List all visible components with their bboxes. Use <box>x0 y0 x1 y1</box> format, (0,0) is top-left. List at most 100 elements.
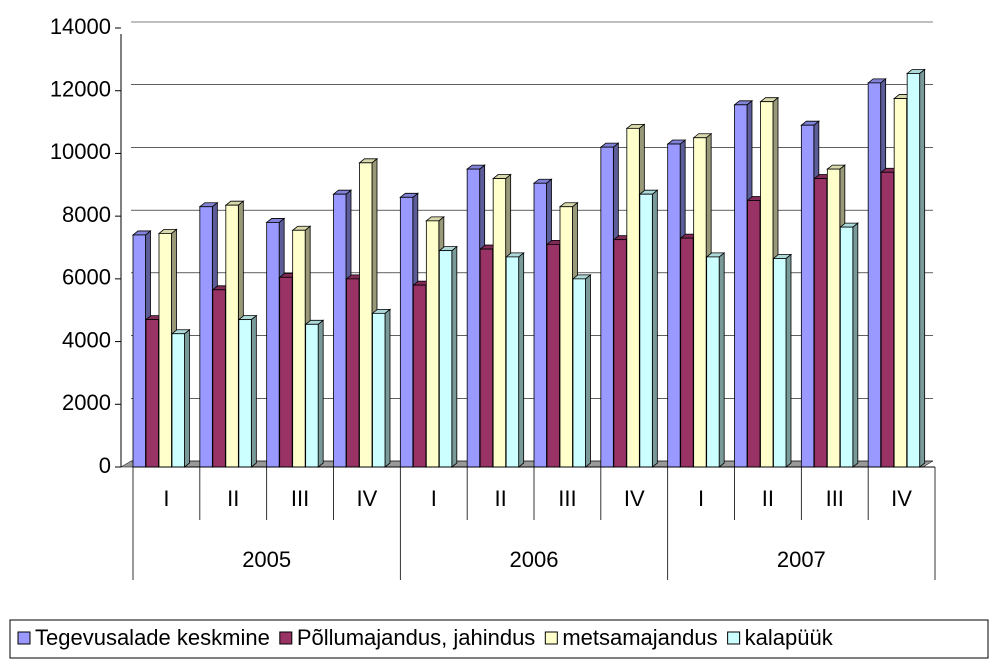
bar-face <box>651 189 658 468</box>
bar-face <box>505 256 520 468</box>
bar <box>170 328 191 468</box>
bar-face <box>626 127 640 468</box>
bar <box>839 222 859 468</box>
bar-face <box>266 222 280 468</box>
legend-swatch <box>727 631 741 645</box>
bar-face <box>518 252 525 468</box>
legend-swatch <box>544 631 558 645</box>
group-label: 2006 <box>510 547 559 572</box>
bar-face <box>572 278 586 468</box>
x-tick-label: IV <box>357 486 378 511</box>
bar <box>705 252 726 468</box>
bar-face <box>425 220 440 468</box>
bar <box>304 319 325 468</box>
bar-face <box>412 284 427 468</box>
bar-face <box>158 232 172 468</box>
legend-swatch <box>279 631 293 645</box>
x-tick-label: IV <box>624 486 645 511</box>
bar-face <box>919 68 926 468</box>
bar-face <box>346 278 360 468</box>
bar-face <box>333 193 347 468</box>
bar <box>438 245 458 468</box>
bar-face <box>639 193 653 468</box>
bar-face <box>613 239 627 468</box>
bar-face <box>317 319 324 468</box>
legend-label: Tegevusalade keskmine <box>35 625 270 650</box>
bar-face <box>492 178 507 468</box>
legend-box <box>9 619 989 659</box>
bar-face <box>250 314 257 468</box>
y-tick-label: 14000 <box>50 14 111 39</box>
bar-face <box>466 168 481 468</box>
bar-face <box>585 274 591 468</box>
bar <box>772 253 793 468</box>
bar <box>505 252 525 468</box>
bar-face <box>706 256 720 468</box>
x-tick-label: I <box>698 486 704 511</box>
bar-face <box>184 328 190 468</box>
group-label: 2007 <box>777 547 826 572</box>
x-tick-label: II <box>494 486 506 511</box>
bar-face <box>826 168 841 468</box>
bar-face <box>693 137 707 468</box>
bar <box>371 308 392 468</box>
legend-label: kalapüük <box>745 625 834 650</box>
bar-face <box>760 101 774 468</box>
bar-face <box>773 258 787 468</box>
y-tick-label: 8000 <box>62 202 111 227</box>
bar <box>638 189 659 468</box>
bar <box>906 68 926 468</box>
bar-face <box>438 250 453 468</box>
bar-face <box>718 252 725 468</box>
bar-face <box>292 229 306 468</box>
x-tick-label: III <box>558 486 576 511</box>
bar <box>571 274 592 468</box>
bar-face <box>800 124 815 468</box>
legend-swatch <box>17 631 31 645</box>
bar-face <box>451 245 458 468</box>
y-tick-label: 0 <box>99 453 111 478</box>
y-tick-label: 12000 <box>50 77 111 102</box>
bar-face <box>546 243 560 468</box>
bar-face <box>559 206 573 468</box>
x-tick-label: I <box>163 486 169 511</box>
bar-face <box>600 146 614 468</box>
bar-face <box>533 182 547 468</box>
bar-face <box>305 323 319 468</box>
x-tick-label: III <box>826 486 844 511</box>
bar-face <box>479 248 494 468</box>
bar-face <box>359 162 373 468</box>
bar-face <box>399 196 414 468</box>
x-tick-label: I <box>431 486 437 511</box>
legend-label: Põllumajandus, jahindus <box>297 625 536 650</box>
bar-face <box>132 234 146 468</box>
y-tick-label: 4000 <box>62 327 111 352</box>
bar-face <box>734 104 748 468</box>
x-tick-label: II <box>762 486 774 511</box>
y-tick-label: 6000 <box>62 265 111 290</box>
y-tick-label: 2000 <box>62 390 111 415</box>
bar-face <box>225 204 239 468</box>
group-label: 2005 <box>242 547 291 572</box>
bar-face <box>747 200 761 468</box>
bar-face <box>785 253 792 468</box>
bar-face <box>145 319 159 468</box>
bar-face <box>839 226 854 468</box>
legend-label: metsamajandus <box>562 625 717 650</box>
bar-face <box>384 308 391 468</box>
bar-face <box>238 319 252 468</box>
bar-face <box>667 143 681 468</box>
bar-face <box>171 333 185 468</box>
bar-face <box>893 98 908 468</box>
y-tick-label: 10000 <box>50 139 111 164</box>
bar-face <box>199 206 213 468</box>
bar <box>237 314 258 468</box>
bar-face <box>279 276 293 468</box>
bar-face <box>880 171 895 468</box>
x-tick-label: II <box>227 486 239 511</box>
bar-face <box>372 312 386 468</box>
bar-face <box>906 73 921 468</box>
bar-face <box>680 237 694 468</box>
bar-face <box>212 289 226 468</box>
